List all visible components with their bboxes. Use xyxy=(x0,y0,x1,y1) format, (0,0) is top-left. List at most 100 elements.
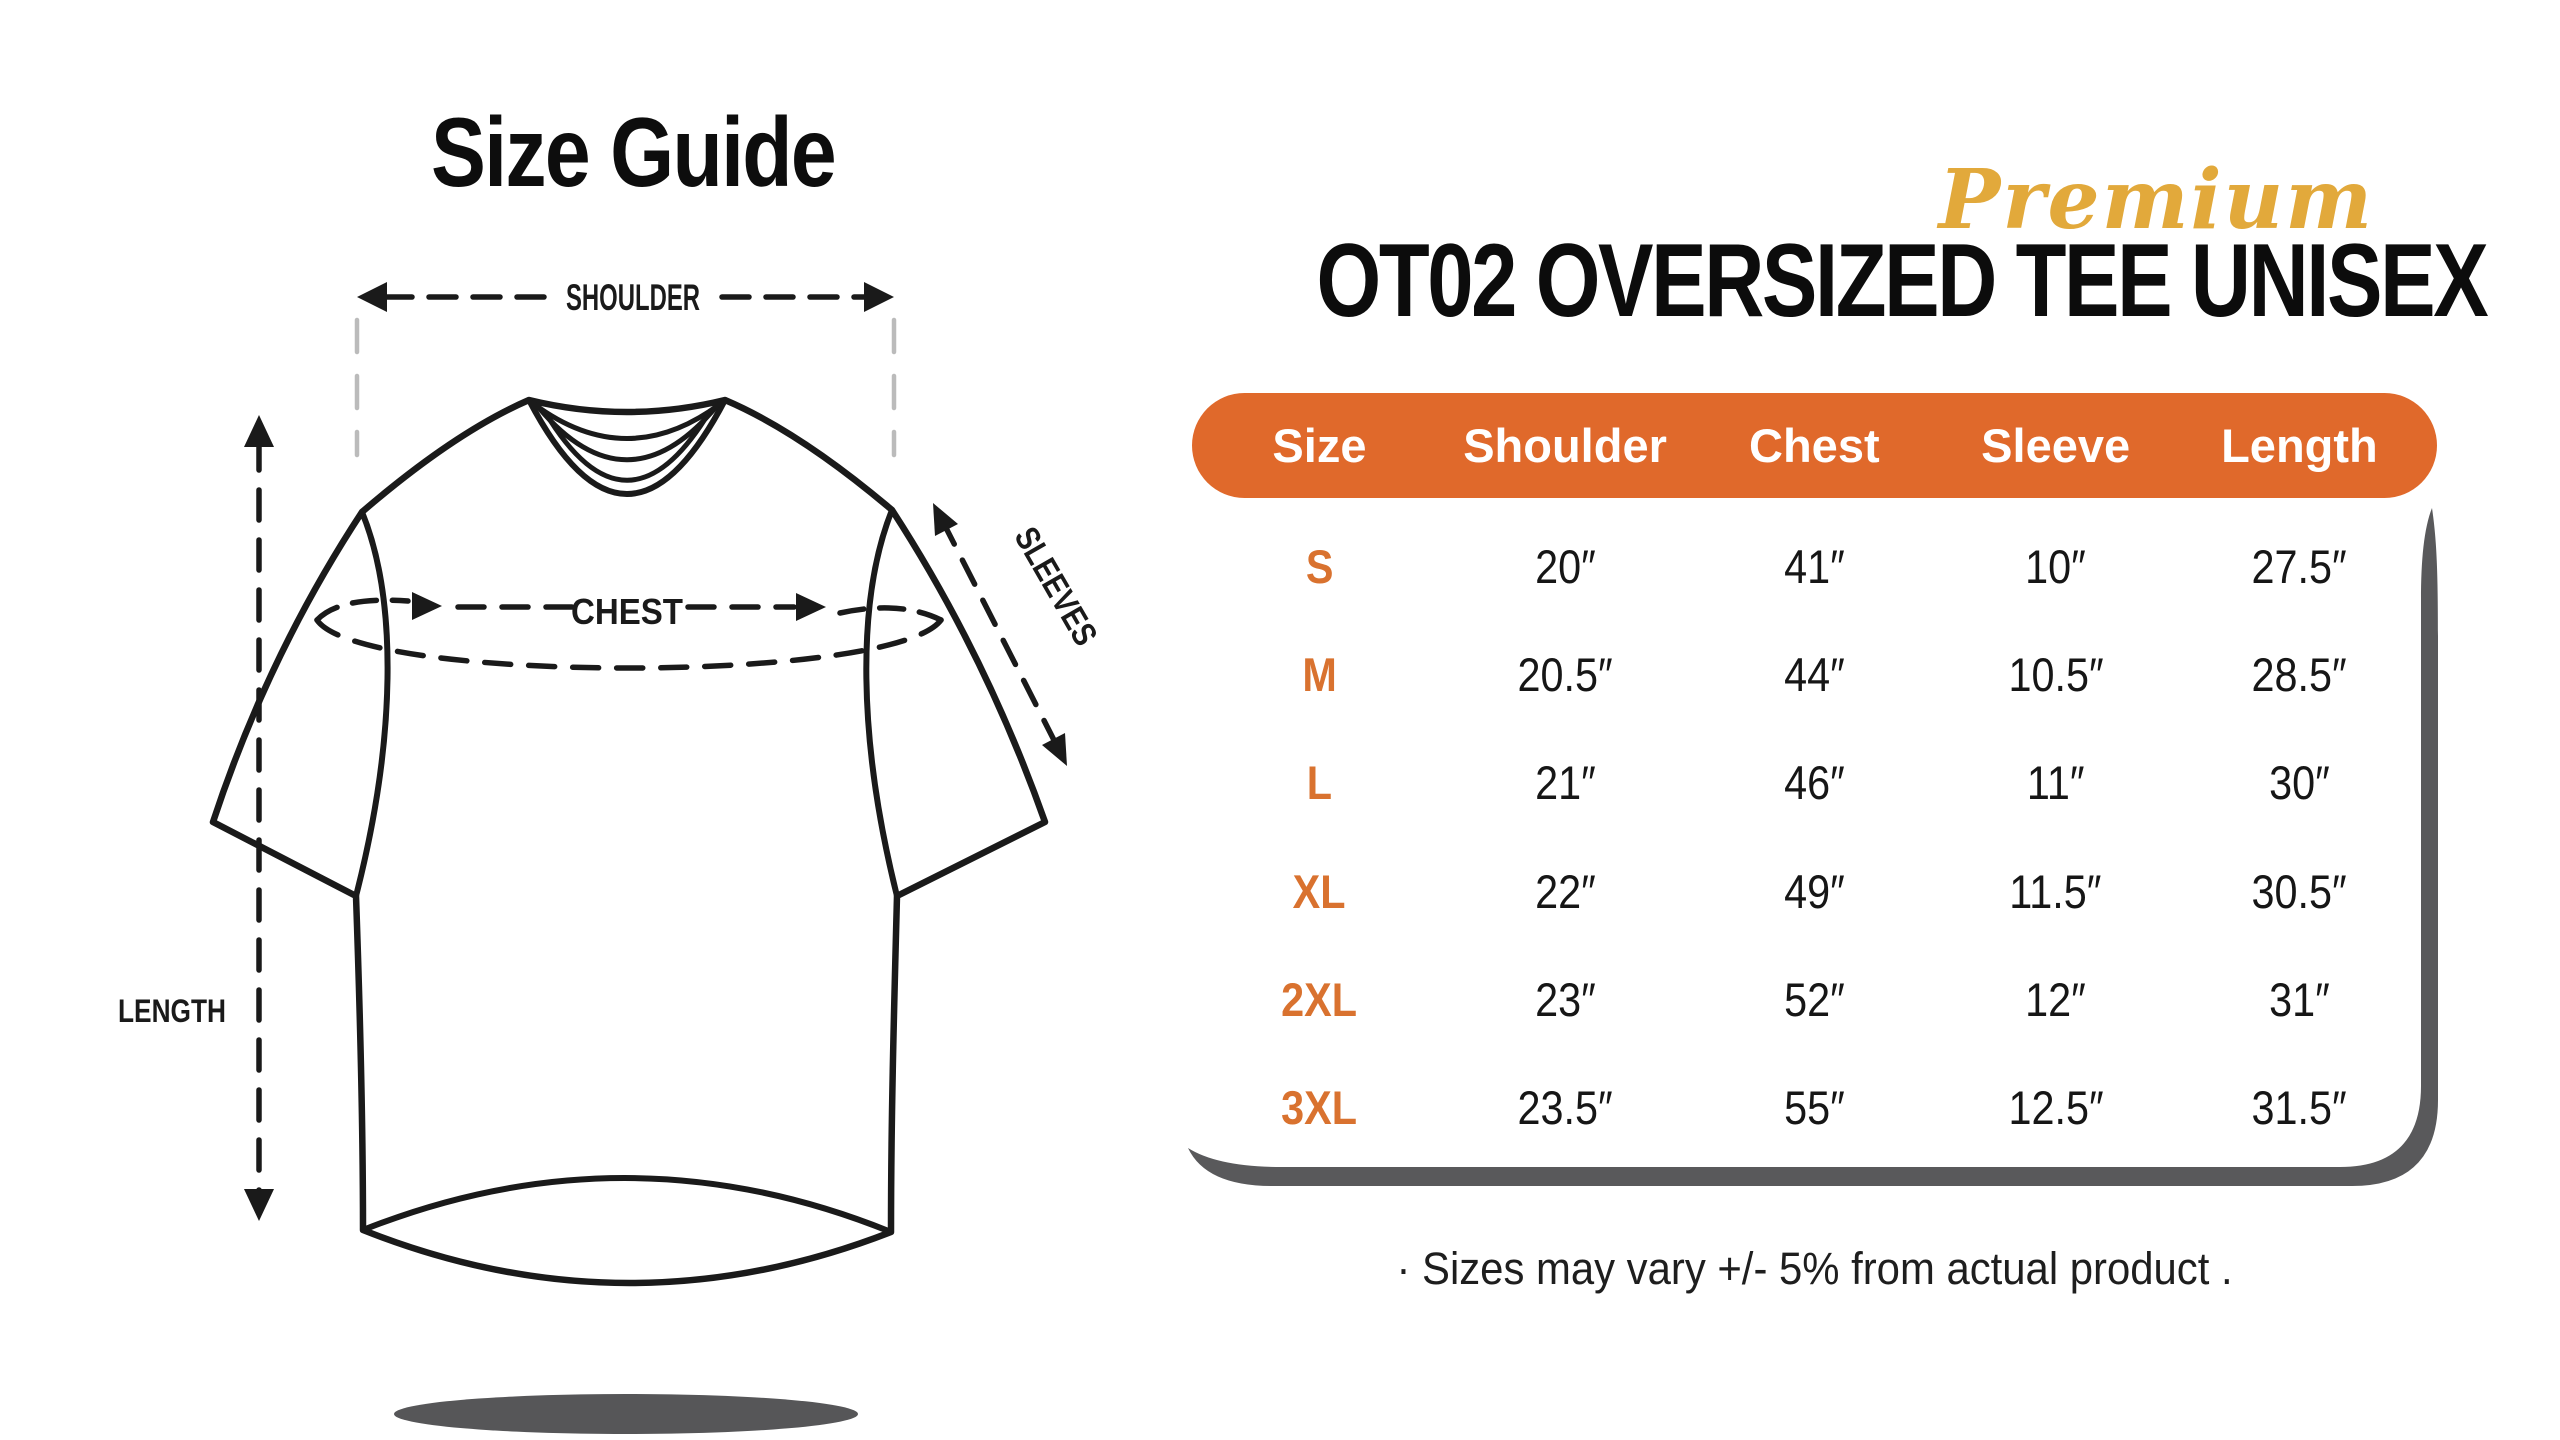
collar-rib-1 xyxy=(531,401,723,441)
table-cell: 30″ xyxy=(2174,729,2425,837)
value-m-sleeve: 10.5″ xyxy=(2008,647,2104,701)
table-cell: 46″ xyxy=(1691,729,1937,837)
size-l: L xyxy=(1306,756,1333,810)
length-arrowhead-top-icon xyxy=(244,415,274,447)
column-header-shoulder: Shoulder xyxy=(1463,419,1667,472)
length-arrowhead-bottom-icon xyxy=(244,1189,274,1221)
sleeves-label: SLEEVES xyxy=(1007,521,1105,653)
armhole-right xyxy=(863,507,900,899)
value-s-sleeve: 10″ xyxy=(2025,539,2086,593)
table-cell: 10″ xyxy=(1937,512,2173,620)
shoulder-arrowhead-left-icon xyxy=(357,282,387,312)
collar-band xyxy=(526,397,728,497)
collar-rib-2 xyxy=(536,404,719,463)
value-3xl-chest: 55″ xyxy=(1783,1081,1845,1135)
value-l-chest: 46″ xyxy=(1783,756,1845,810)
collar-rib-3 xyxy=(542,408,713,483)
value-3xl-sleeve: 12.5″ xyxy=(2008,1081,2104,1135)
value-m-chest: 44″ xyxy=(1783,647,1845,701)
table-cell: 21″ xyxy=(1439,729,1691,837)
length-label: LENGTH xyxy=(118,993,226,1029)
value-l-sleeve: 11″ xyxy=(2026,756,2085,810)
table-cell: 10.5″ xyxy=(1937,620,2173,728)
hem-rim xyxy=(360,1175,894,1235)
size-table-header-bar xyxy=(1192,393,2437,498)
table-cell: 31.5″ xyxy=(2174,1054,2425,1162)
size-table-header-row: Size Shoulder Chest Sleeve Length xyxy=(1200,393,2425,498)
value-xl-chest: 49″ xyxy=(1783,864,1845,918)
table-row-size-label: 2XL xyxy=(1200,945,1439,1053)
size-s: S xyxy=(1305,539,1334,593)
sleeves-arrowhead-bottom-icon xyxy=(1042,733,1067,766)
table-cell: 27.5″ xyxy=(2174,512,2425,620)
table-cell: 11″ xyxy=(1937,729,2173,837)
table-cell: 12″ xyxy=(1937,945,2173,1053)
tee-outline xyxy=(209,396,1049,1287)
sleeves-arrowhead-top-icon xyxy=(933,503,958,536)
table-row-size-label: 3XL xyxy=(1200,1054,1439,1162)
chest-ellipse-topleft xyxy=(314,597,411,623)
size-variance-note-text: · Sizes may vary +/- 5% from actual prod… xyxy=(1396,1243,2233,1294)
page-title: Size Guide xyxy=(430,97,837,207)
value-2xl-length: 31″ xyxy=(2269,972,2330,1026)
value-s-shoulder: 20″ xyxy=(1534,539,1596,593)
size-2xl: 2XL xyxy=(1281,972,1358,1026)
column-header-sleeve: Sleeve xyxy=(1981,419,2131,472)
table-row-size-label: M xyxy=(1200,620,1439,728)
chest-ellipse-bottom xyxy=(314,617,944,671)
table-cell: 22″ xyxy=(1439,837,1691,945)
value-xl-length: 30.5″ xyxy=(2251,864,2347,918)
size-xl: XL xyxy=(1293,864,1346,918)
table-cell: 30.5″ xyxy=(2174,837,2425,945)
table-cell: 44″ xyxy=(1691,620,1937,728)
size-3xl: 3XL xyxy=(1281,1081,1358,1135)
value-l-length: 30″ xyxy=(2269,756,2330,810)
product-title: OT02 OVERSIZED TEE UNISEX xyxy=(1316,223,2489,339)
table-cell: 52″ xyxy=(1691,945,1937,1053)
table-cell: 20″ xyxy=(1439,512,1691,620)
size-table-body: S 20″ 41″ 10″ 27.5″ M 20.5″ 44″ 10.5″ 28… xyxy=(1200,512,2425,1162)
tee-ground-shadow xyxy=(394,1394,858,1434)
chest-label: CHEST xyxy=(571,591,683,632)
shoulder-arrowhead-right-icon xyxy=(864,282,894,312)
premium-badge: Premium xyxy=(1938,152,2374,248)
table-cell: 31″ xyxy=(2174,945,2425,1053)
column-header-chest: Chest xyxy=(1749,419,1880,472)
size-variance-note: · Sizes may vary +/- 5% from actual prod… xyxy=(1192,1243,2437,1295)
chest-ellipse-topright xyxy=(837,605,944,623)
value-m-shoulder: 20.5″ xyxy=(1517,647,1613,701)
value-m-length: 28.5″ xyxy=(2251,647,2347,701)
table-cell: 12.5″ xyxy=(1937,1054,2173,1162)
value-s-length: 27.5″ xyxy=(2251,539,2347,593)
value-l-shoulder: 21″ xyxy=(1534,756,1596,810)
value-3xl-shoulder: 23.5″ xyxy=(1517,1081,1613,1135)
table-cell: 49″ xyxy=(1691,837,1937,945)
table-cell: 11.5″ xyxy=(1937,837,2173,945)
table-cell: 28.5″ xyxy=(2174,620,2425,728)
value-2xl-sleeve: 12″ xyxy=(2025,972,2086,1026)
table-cell: 23″ xyxy=(1439,945,1691,1053)
table-row-size-label: XL xyxy=(1200,837,1439,945)
table-cell: 55″ xyxy=(1691,1054,1937,1162)
table-cell: 20.5″ xyxy=(1439,620,1691,728)
value-xl-shoulder: 22″ xyxy=(1534,864,1596,918)
table-row-size-label: L xyxy=(1200,729,1439,837)
table-cell: 23.5″ xyxy=(1439,1054,1691,1162)
armhole-left xyxy=(353,509,391,899)
value-3xl-length: 31.5″ xyxy=(2251,1081,2347,1135)
value-s-chest: 41″ xyxy=(1783,539,1845,593)
chest-arrowhead-right-icon xyxy=(796,593,826,621)
size-m: M xyxy=(1302,647,1337,701)
value-xl-sleeve: 11.5″ xyxy=(2009,864,2102,918)
table-cell: 41″ xyxy=(1691,512,1937,620)
value-2xl-chest: 52″ xyxy=(1783,972,1845,1026)
shoulder-label: SHOULDER xyxy=(566,277,700,318)
chest-arrowhead-left-icon xyxy=(412,592,442,620)
column-header-size: Size xyxy=(1272,419,1367,472)
value-2xl-shoulder: 23″ xyxy=(1534,972,1596,1026)
sleeves-arrow-line xyxy=(939,517,1061,751)
table-row-size-label: S xyxy=(1200,512,1439,620)
column-header-length: Length xyxy=(2221,419,2378,472)
